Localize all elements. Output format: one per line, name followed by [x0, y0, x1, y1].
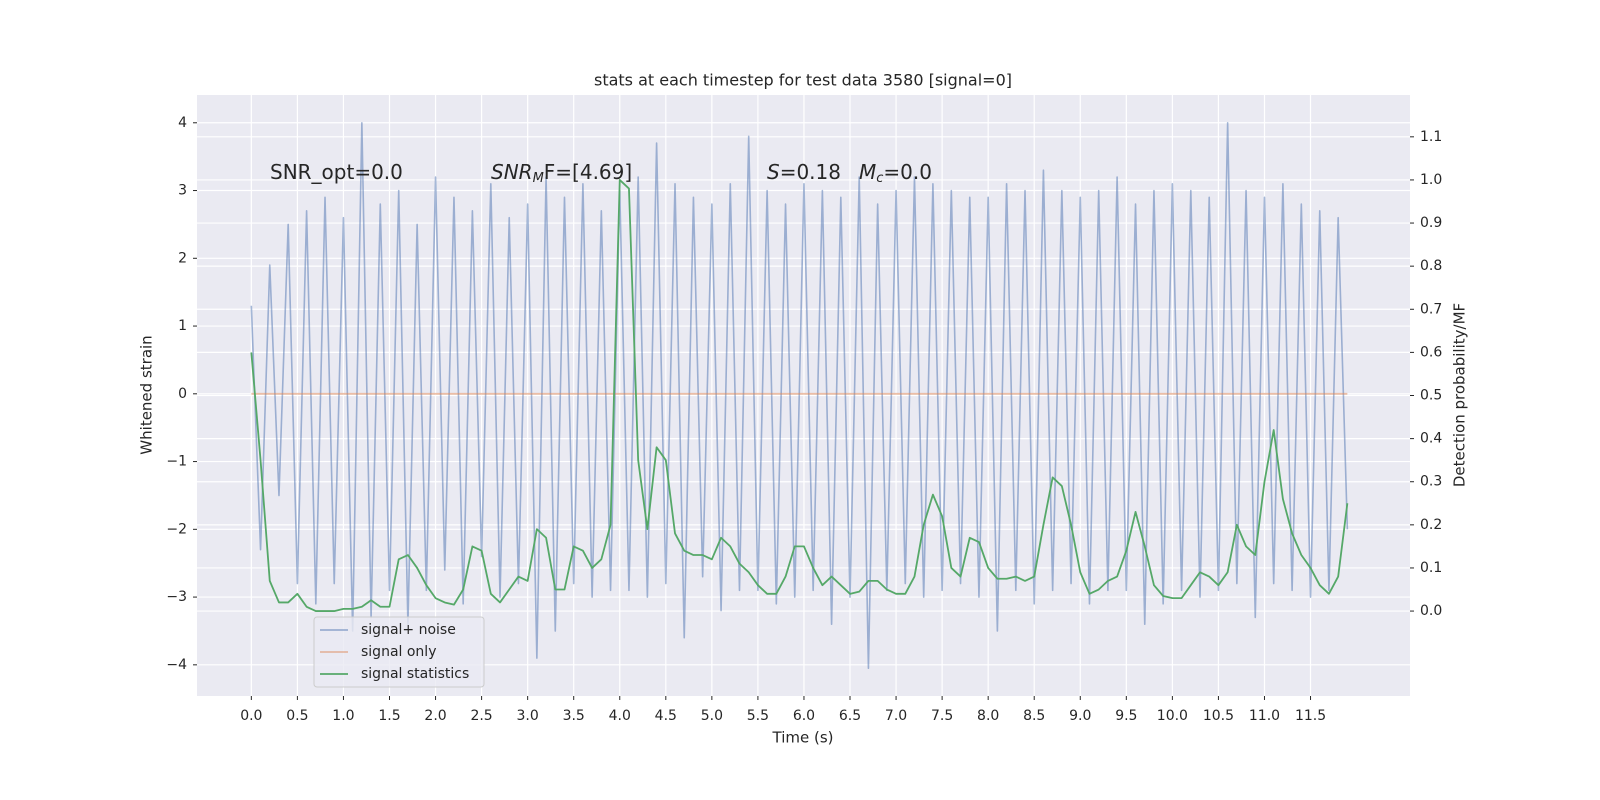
- annotation: S=0.18: [767, 160, 841, 184]
- legend-label: signal only: [361, 644, 436, 660]
- annotation-text: S: [767, 160, 780, 184]
- x-tick-label: 3.0: [517, 708, 539, 724]
- y-tick-label: −2: [166, 521, 187, 537]
- x-tick-label: 7.0: [885, 708, 907, 724]
- annotation-text: M: [859, 160, 876, 184]
- x-tick-label: 0.0: [240, 708, 262, 724]
- x-tick-label: 8.0: [977, 708, 999, 724]
- x-tick-label: 5.5: [747, 708, 769, 724]
- y2-tick-label: 0.8: [1420, 258, 1442, 274]
- x-tick-label: 5.0: [701, 708, 723, 724]
- legend-box: [313, 616, 485, 688]
- series-line: [250, 121, 1349, 670]
- x-tick-label: 6.0: [793, 708, 815, 724]
- y-tick-label: 2: [178, 250, 187, 266]
- y2-tick-label: 1.1: [1420, 129, 1442, 145]
- annotation-subscript: M: [533, 171, 544, 186]
- chart-title: stats at each timestep for test data 358…: [594, 71, 1012, 90]
- y2-tick-label: 0.3: [1420, 474, 1442, 490]
- x-tick-label: 10.0: [1157, 708, 1188, 724]
- x-tick-label: 7.5: [931, 708, 953, 724]
- annotation-text: SNR_opt=0.0: [270, 160, 403, 184]
- annotation: SNR_opt=0.0: [270, 160, 403, 184]
- y2-tick-label: 1.0: [1420, 172, 1442, 188]
- y-tick-label: 1: [178, 318, 187, 334]
- y-tick-label: −4: [166, 657, 187, 673]
- annotation: Mc=0.0: [859, 160, 932, 186]
- x-tick-label: 1.0: [332, 708, 354, 724]
- y2-tick-label: 0.9: [1420, 215, 1442, 231]
- x-axis-label: Time (s): [772, 729, 834, 747]
- annotation: SNRMF=[4.69]: [491, 160, 632, 186]
- x-tick-label: 3.5: [563, 708, 585, 724]
- y2-tick-label: 0.6: [1420, 344, 1442, 360]
- x-tick-label: 9.0: [1069, 708, 1091, 724]
- y-tick-label: −3: [166, 589, 187, 605]
- legend-label: signal statistics: [361, 666, 469, 682]
- y2-tick-label: 0.2: [1420, 517, 1442, 533]
- x-tick-label: 11.0: [1249, 708, 1280, 724]
- y-axis-label: Whitened strain: [138, 335, 156, 454]
- y-tick-label: 4: [178, 115, 187, 131]
- x-tick-label: 4.5: [655, 708, 677, 724]
- x-tick-label: 2.5: [470, 708, 492, 724]
- x-tick-label: 0.5: [286, 708, 308, 724]
- y2-axis-label: Detection probability/MF: [1451, 303, 1469, 487]
- x-tick-label: 9.5: [1115, 708, 1137, 724]
- series-line: [250, 179, 1349, 612]
- annotation-text: SNR: [491, 160, 533, 184]
- x-tick-label: 11.5: [1295, 708, 1326, 724]
- y2-tick-label: 0.7: [1420, 301, 1442, 317]
- x-tick-label: 2.0: [424, 708, 446, 724]
- x-tick-label: 4.0: [609, 708, 631, 724]
- annotation-text: =0.0: [883, 160, 932, 184]
- marks: [250, 121, 1349, 670]
- x-tick-label: 1.5: [378, 708, 400, 724]
- y-tick-label: 3: [178, 183, 187, 199]
- y2-tick-label: 0.5: [1420, 388, 1442, 404]
- annotation-subscript: c: [876, 171, 883, 186]
- y2-tick-label: 0.0: [1420, 603, 1442, 619]
- annotation-text: =0.18: [780, 160, 841, 184]
- x-tick-label: 10.5: [1203, 708, 1234, 724]
- y2-tick-label: 0.4: [1420, 431, 1442, 447]
- y-tick-label: 0: [178, 386, 187, 402]
- x-tick-label: 8.5: [1023, 708, 1045, 724]
- x-tick-label: 6.5: [839, 708, 861, 724]
- y2-tick-label: 0.1: [1420, 560, 1442, 576]
- legend: signal+ noise signal only signal statistic…: [313, 616, 485, 688]
- y-tick-label: −1: [166, 454, 187, 470]
- legend-label: signal+ noise: [361, 622, 456, 638]
- annotation-text: F=[4.69]: [544, 160, 632, 184]
